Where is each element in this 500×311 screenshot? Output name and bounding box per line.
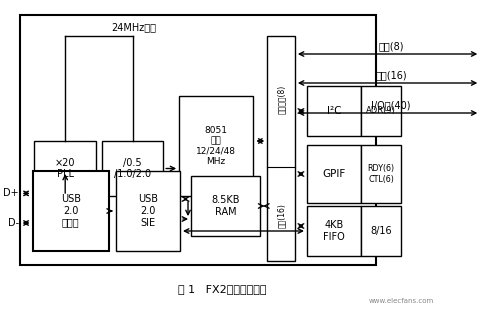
Bar	[34, 141, 96, 196]
Bar	[102, 141, 163, 196]
Bar	[267, 36, 295, 261]
Text: 8.5KB
RAM: 8.5KB RAM	[212, 195, 240, 217]
Text: USB
2.0
收发器: USB 2.0 收发器	[60, 194, 80, 228]
Text: GPIF: GPIF	[322, 169, 345, 179]
Text: 4KB
FIFO: 4KB FIFO	[323, 220, 345, 242]
Text: D+: D+	[3, 188, 18, 198]
Text: 24MHz晶振: 24MHz晶振	[111, 22, 156, 32]
Bar	[362, 206, 401, 256]
Bar	[307, 145, 362, 203]
Bar	[20, 15, 376, 265]
Bar	[307, 86, 362, 136]
Text: 地址(16): 地址(16)	[375, 70, 407, 80]
Text: 数据(8): 数据(8)	[378, 41, 404, 51]
Text: 8/16: 8/16	[370, 226, 392, 236]
Text: RDY(6)
CTL(6): RDY(6) CTL(6)	[368, 164, 394, 184]
Text: I/O口(40): I/O口(40)	[372, 100, 411, 110]
Text: 8051
内核
12/24/48
MHz: 8051 内核 12/24/48 MHz	[196, 126, 236, 166]
Text: www.elecfans.com: www.elecfans.com	[368, 298, 434, 304]
Text: 图 1   FX2内部结构框图: 图 1 FX2内部结构框图	[178, 284, 267, 294]
Bar	[32, 171, 109, 251]
Bar	[116, 171, 180, 251]
Text: D-: D-	[8, 218, 18, 228]
Bar	[362, 86, 401, 136]
Text: 地址(16): 地址(16)	[276, 204, 285, 229]
Text: ADR(9): ADR(9)	[366, 106, 396, 115]
Text: /0.5
/1.0/2.0: /0.5 /1.0/2.0	[114, 158, 151, 179]
Text: I²C: I²C	[327, 106, 342, 116]
Bar	[307, 206, 362, 256]
Bar	[191, 176, 260, 236]
Bar	[179, 96, 254, 196]
Text: 数据总线(8): 数据总线(8)	[276, 84, 285, 114]
Bar	[362, 145, 401, 203]
Text: USB
2.0
SIE: USB 2.0 SIE	[138, 194, 158, 228]
Text: ×20
PLL: ×20 PLL	[55, 158, 76, 179]
